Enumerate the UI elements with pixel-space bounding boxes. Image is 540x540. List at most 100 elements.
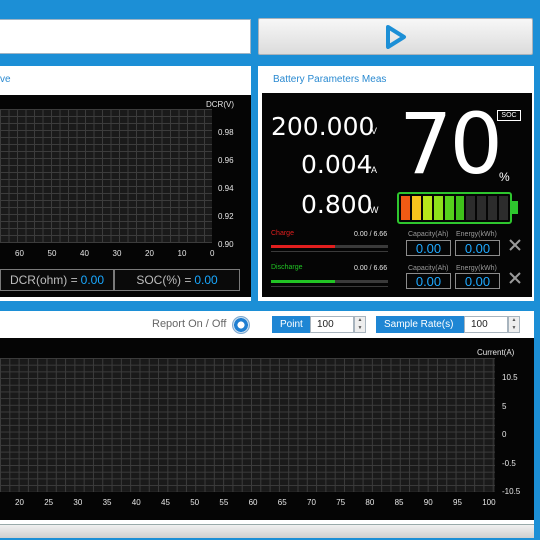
soc-readout-label: SOC(%) = — [136, 273, 192, 287]
sample-rate-stepper[interactable]: ▲ ▼ — [508, 316, 520, 333]
report-toggle-label: Report On / Off — [152, 318, 227, 330]
start-button[interactable] — [258, 18, 533, 55]
cur-y-tick: -10.5 — [502, 487, 521, 496]
charge-energy-label: Energy(kWh) — [456, 231, 497, 238]
play-icon — [385, 24, 406, 49]
discharge-capacity-value: 0.00 — [406, 273, 451, 289]
cur-x-tick: 80 — [365, 498, 375, 507]
current-value: 0.004 — [301, 150, 373, 179]
discharge-value: 0.00 / 6.66 — [354, 265, 388, 272]
battery-cell — [466, 196, 476, 220]
battery-cell — [433, 196, 443, 220]
cur-x-tick: 25 — [44, 498, 54, 507]
dcr-y-tick: 0.92 — [218, 212, 234, 221]
point-label: Point — [272, 316, 310, 333]
discharge-progress-track-2 — [271, 286, 388, 287]
current-y-axis-label: Current(A) — [477, 348, 515, 357]
status-bar — [0, 524, 534, 538]
cur-x-tick: 55 — [219, 498, 229, 507]
point-stepper[interactable]: ▲ ▼ — [354, 316, 366, 333]
dcr-x-tick: 10 — [177, 249, 187, 258]
charge-progress-track-2 — [271, 251, 388, 252]
point-input[interactable]: 100 — [310, 316, 354, 333]
discharge-capacity-label: Capacity(Ah) — [408, 265, 449, 272]
cur-x-tick: 35 — [102, 498, 112, 507]
dcr-x-tick: 50 — [47, 249, 57, 258]
cur-x-tick: 45 — [161, 498, 170, 507]
dcr-x-tick: 30 — [112, 249, 122, 258]
cur-x-tick: 30 — [73, 498, 83, 507]
rate-step-up-icon[interactable]: ▲ — [511, 317, 517, 323]
charge-value: 0.00 / 6.66 — [354, 231, 388, 238]
charge-progress-track — [271, 245, 388, 248]
dcr-chart: DCR(V) 0.98 0.96 0.94 0.92 0.90 60 50 40 30 20 10… — [0, 95, 251, 297]
battery-cell — [455, 196, 465, 220]
cur-y-tick: 0 — [502, 430, 507, 439]
cur-x-tick: 100 — [482, 498, 496, 507]
cur-x-tick: 65 — [277, 498, 287, 507]
voltage-unit: V — [371, 126, 378, 136]
sample-rate-label: Sample Rate(s) — [376, 316, 464, 333]
dcr-y-tick: 0.90 — [218, 240, 234, 249]
dcr-y-axis-label: DCR(V) — [206, 100, 234, 109]
current-unit: A — [371, 165, 378, 175]
report-toggle-button[interactable] — [232, 316, 250, 334]
battery-cell — [411, 196, 421, 220]
cur-x-tick: 20 — [15, 498, 24, 507]
power-unit: W — [370, 205, 379, 215]
top-text-field[interactable] — [0, 19, 251, 54]
soc-unit: % — [499, 170, 510, 184]
dcr-x-tick: 40 — [80, 249, 89, 258]
soc-value: 70 — [399, 95, 503, 193]
soc-readout-value: 0.00 — [194, 273, 218, 287]
cur-y-tick: -0.5 — [502, 458, 516, 468]
battery-terminal — [512, 201, 518, 214]
cur-x-tick: 85 — [394, 498, 404, 507]
charge-label: Charge — [271, 230, 294, 237]
dcr-x-tick: 0 — [210, 249, 215, 258]
battery-panel-title: Battery Parameters Meas — [273, 74, 387, 85]
sample-rate-input[interactable]: 100 — [464, 316, 508, 333]
cur-x-tick: 40 — [131, 498, 141, 507]
charge-reset-icon[interactable] — [508, 238, 522, 252]
discharge-label: Discharge — [271, 264, 303, 271]
soc-readout: SOC(%) = 0.00 — [114, 269, 240, 291]
dcr-panel-title: ve — [0, 74, 11, 85]
battery-cell — [488, 196, 498, 220]
battery-cell — [444, 196, 454, 220]
dcr-readout: DCR(ohm) = 0.00 — [0, 269, 114, 291]
dcr-grid — [0, 109, 212, 243]
cur-x-tick: 60 — [248, 498, 258, 507]
cur-y-tick: 5 — [502, 401, 507, 411]
point-step-up-icon[interactable]: ▲ — [357, 317, 363, 323]
battery-cell — [422, 196, 432, 220]
battery-cell — [477, 196, 487, 220]
point-step-down-icon[interactable]: ▼ — [357, 324, 363, 331]
dcr-y-tick: 0.96 — [218, 156, 234, 165]
dcr-readout-value: 0.00 — [80, 273, 105, 287]
dcr-x-tick: 60 — [15, 249, 24, 258]
discharge-reset-icon[interactable] — [508, 271, 522, 285]
battery-cell — [499, 196, 509, 220]
cur-x-tick: 50 — [190, 498, 200, 507]
soc-tag: SOC — [497, 110, 521, 121]
dcr-y-tick: 0.94 — [218, 184, 234, 193]
discharge-energy-value: 0.00 — [455, 273, 500, 289]
charge-capacity-label: Capacity(Ah) — [408, 231, 449, 238]
cur-x-tick: 75 — [336, 498, 346, 507]
dcr-readout-label: DCR(ohm) = — [9, 273, 78, 287]
charge-progress-fill — [271, 245, 336, 248]
battery-level-gauge — [397, 192, 512, 224]
cur-x-tick: 90 — [423, 498, 433, 507]
rate-step-down-icon[interactable]: ▼ — [511, 324, 517, 331]
discharge-progress-fill — [271, 280, 336, 283]
discharge-energy-label: Energy(kWh) — [456, 265, 497, 272]
cur-x-tick: 70 — [307, 498, 316, 507]
charge-capacity-value: 0.00 — [406, 240, 451, 256]
dcr-y-tick: 0.98 — [218, 128, 234, 137]
power-value: 0.800 — [301, 190, 373, 219]
voltage-value: 200.000 — [271, 112, 375, 141]
current-grid — [0, 358, 495, 492]
dcr-x-tick: 20 — [145, 249, 154, 258]
charge-energy-value: 0.00 — [455, 240, 500, 256]
